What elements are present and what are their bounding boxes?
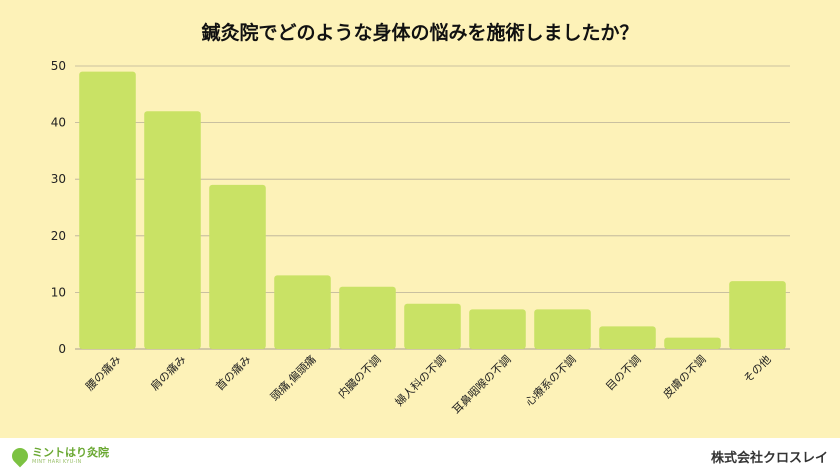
leaf-icon: [8, 444, 32, 468]
footer: ミントはり灸院 MINT HARI KYU-IN 株式会社クロスレイ: [0, 438, 840, 472]
bar: [339, 286, 396, 349]
x-tick-label: 心療系の不調: [522, 352, 579, 409]
logo-name: ミントはり灸院: [32, 446, 109, 459]
bar: [729, 281, 786, 349]
x-tick-label: 腰の痛み: [83, 352, 124, 393]
bar: [274, 275, 331, 349]
x-tick-label: 首の痛み: [213, 352, 254, 393]
logo: ミントはり灸院 MINT HARI KYU-IN: [8, 442, 109, 470]
y-tick-label: 20: [51, 229, 66, 243]
bar-chart: 0 10 20 30 40 50 腰の痛み 肩の痛み 首の痛み 頭痛,偏頭痛 内臓の不調 婦人科の不…: [51, 59, 790, 417]
x-tick-label: 肩の痛み: [148, 352, 189, 393]
y-tick-label: 40: [51, 116, 66, 130]
bar: [404, 303, 461, 349]
chart-title: 鍼灸院でどのような身体の悩みを施術しましたか？: [201, 22, 639, 44]
x-tick-label: 頭痛,偏頭痛: [267, 352, 318, 403]
x-tick-label: 婦人科の不調: [392, 352, 449, 409]
x-axis-labels: 腰の痛み 肩の痛み 首の痛み 頭痛,偏頭痛 内臓の不調 婦人科の不調 耳鼻咽喉の不調 心療系の…: [83, 352, 774, 416]
y-tick-label: 50: [51, 59, 66, 73]
logo-subtitle: MINT HARI KYU-IN: [32, 459, 82, 465]
company-name: 株式会社クロスレイ: [710, 451, 828, 466]
bar: [79, 71, 136, 349]
bar: [599, 326, 656, 349]
x-tick-label: 皮膚の不調: [660, 352, 709, 401]
y-tick-label: 30: [51, 172, 66, 186]
x-tick-label: その他: [741, 353, 774, 386]
bars: [79, 71, 786, 349]
x-tick-label: 目の不調: [603, 352, 644, 393]
bar: [144, 111, 201, 349]
bar: [209, 184, 266, 349]
bar: [469, 309, 526, 349]
bar: [534, 309, 591, 349]
y-axis-ticks: 0 10 20 30 40 50: [51, 59, 66, 356]
x-tick-label: 内臓の不調: [335, 352, 384, 401]
bar: [664, 337, 721, 349]
x-tick-label: 耳鼻咽喉の不調: [449, 352, 513, 416]
y-tick-label: 10: [51, 285, 66, 299]
y-tick-label: 0: [58, 342, 66, 356]
